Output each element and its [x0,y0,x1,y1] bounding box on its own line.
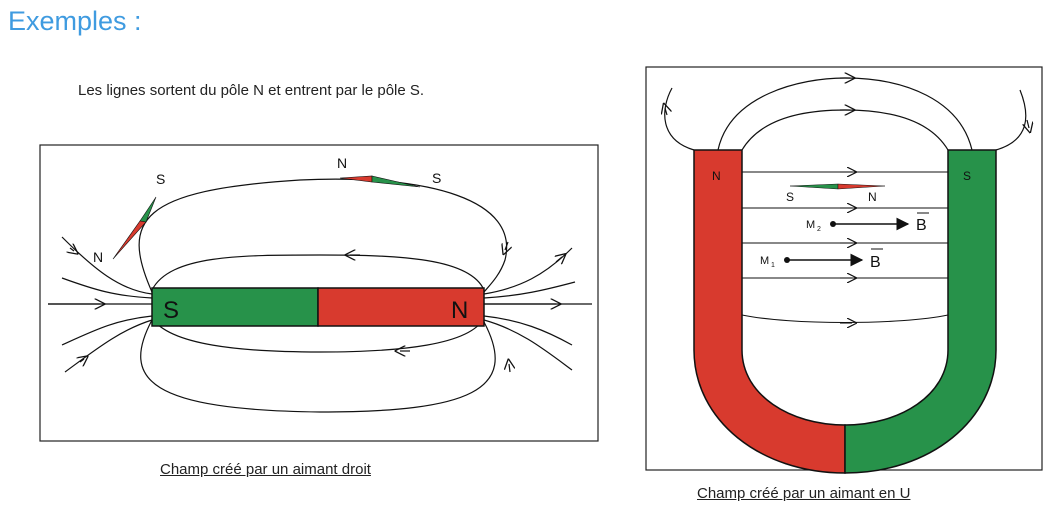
u-compass-needle: S N [786,183,886,204]
point-m1-subscript: 1 [771,262,775,269]
u-magnet-north-label: N [712,169,721,183]
right-figure-caption: Champ créé par un aimant en U [697,485,911,502]
vector-b-m2: M 2 B [806,212,929,234]
intro-text: Les lignes sortent du pôle N et entrent … [78,82,425,99]
u-magnet-south-arm [844,149,997,474]
compass-1-bottom-label: N [93,249,103,265]
left-figure-caption: Champ créé par un aimant droit [160,461,371,478]
u-inner-field-lines [741,172,949,323]
section-heading: Exemples : [8,6,142,36]
u-magnet-north-arm [693,149,846,474]
vector-b-m1-label: B [870,254,881,271]
point-m1-label: M [760,255,769,267]
u-magnet-south-label: S [963,169,971,183]
vector-b-m2-label: B [916,217,927,234]
compass-2-right-label: S [432,170,441,186]
u-compass-left-label: S [786,190,794,204]
bar-magnet-north-half [317,287,485,327]
left-figure-frame [39,144,599,442]
bar-magnet-north-label: N [451,297,468,324]
u-field-lines [665,78,1029,151]
compass-needle-top: N S [337,155,441,188]
compass-2-left-label: N [337,155,347,171]
vector-b-m1: M 1 B [760,248,883,271]
compass-1-top-label: S [156,171,165,187]
point-m2-subscript: 2 [817,226,821,233]
u-compass-right-label: N [868,190,877,204]
bar-magnet-figure: S N S N N S [39,144,599,442]
bar-magnet-south-label: S [163,297,179,324]
compass-needle-diagonal: S N [93,171,165,265]
u-magnet-figure: N S S N M 2 B M [645,66,1043,474]
point-m2-label: M [806,219,815,231]
